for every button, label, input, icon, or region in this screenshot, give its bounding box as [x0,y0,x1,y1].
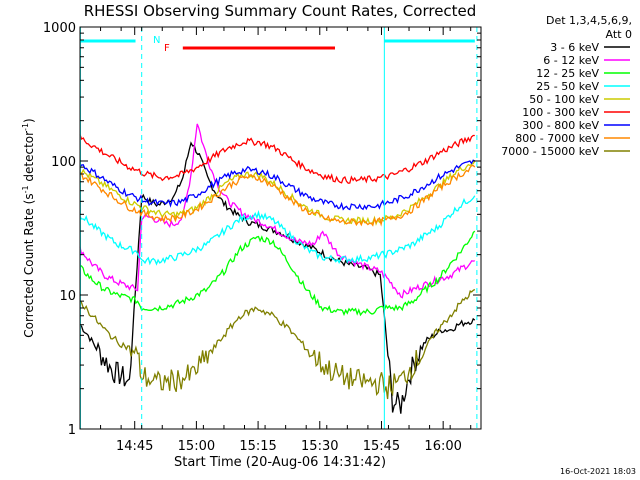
y-tick-label-2: 100 [51,155,76,170]
legend-label-6: 300 - 800 keV [522,119,599,132]
x-axis-label: Start Time (20-Aug-06 14:31:42) [174,455,386,470]
x-axis: 14:45 15:00 15:15 15:30 15:45 16:00 [100,27,472,454]
y-axis-label: Corrected Count Rate (s-1 detector-1) [21,118,36,337]
legend-header-line1: Det 1,3,4,5,6,9, [546,14,632,27]
y-axis-label-sup2: -1 [21,123,30,131]
plot-frame [79,26,482,430]
y-axis-label-end: ) [22,118,36,123]
y-axis: 1 10 100 1000 [43,21,481,438]
x-tick-label-4: 15:45 [363,439,400,454]
legend-label-2: 12 - 25 keV [536,67,599,80]
legend-label-5: 100 - 300 keV [522,106,599,119]
series-line-7 [79,164,476,227]
y-axis-label-sup1: -1 [21,185,30,193]
legend-label-4: 50 - 100 keV [529,93,599,106]
plot-area: NF [79,27,478,429]
x-tick-label-0: 14:45 [116,439,153,454]
series-line-6 [79,159,476,211]
legend-header-line2: Att 0 [606,28,632,41]
series-line-2 [79,230,476,317]
legend-label-7: 800 - 7000 keV [515,132,599,145]
flag-label-0: N [153,35,160,46]
series-line-3 [79,195,476,266]
legend-label-8: 7000 - 15000 keV [501,145,599,158]
series-line-5 [79,134,475,184]
flag-label-1: F [164,43,170,54]
x-tick-label-3: 15:30 [301,439,338,454]
legend-label-3: 25 - 50 keV [536,80,599,93]
chart-title: RHESSI Observing Summary Count Rates, Co… [84,2,477,20]
series-line-8 [79,288,476,400]
footer-timestamp: 16-Oct-2021 18:03 [560,467,636,476]
x-tick-label-5: 16:00 [424,439,461,454]
y-axis-label-mid: detector [22,131,36,186]
y-tick-label-1: 10 [59,289,76,304]
y-axis-label-main: Corrected Count Rate (s [22,193,36,337]
legend-label-0: 3 - 6 keV [550,41,599,54]
series-line-0 [79,141,476,414]
y-tick-label-0: 1 [68,423,76,438]
legend-label-1: 6 - 12 keV [543,54,599,67]
y-tick-label-3: 1000 [43,21,76,36]
x-tick-label-1: 15:00 [178,439,215,454]
series-line-1 [79,123,475,299]
x-tick-label-2: 15:15 [239,439,276,454]
